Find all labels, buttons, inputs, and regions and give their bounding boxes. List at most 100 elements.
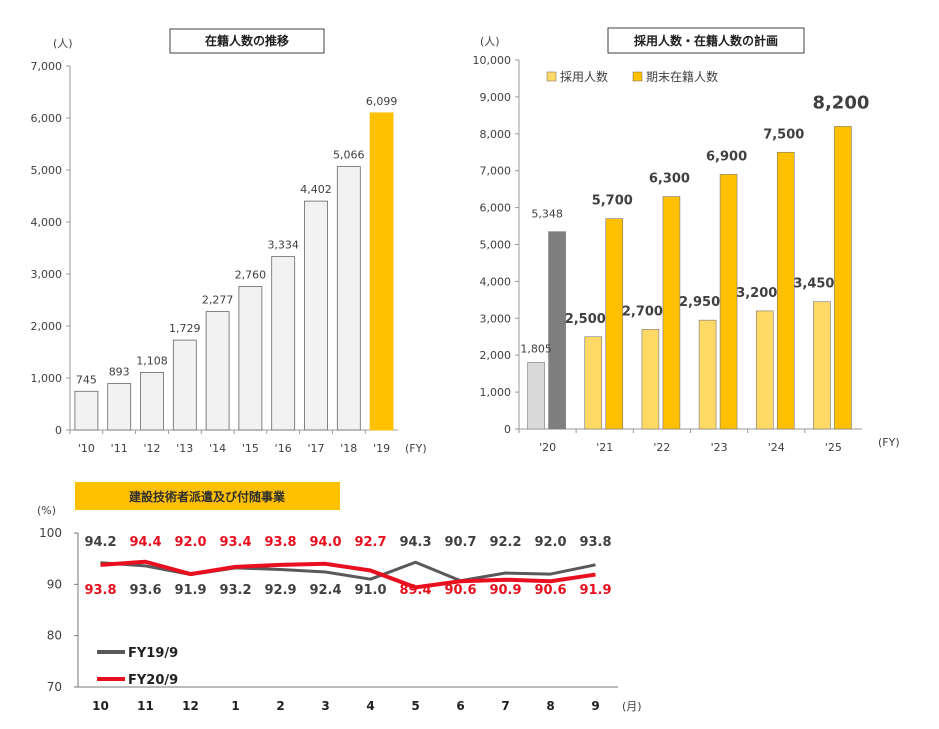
chart3-x-tick-label: 8	[546, 699, 554, 713]
chart2-bar-hire	[755, 310, 774, 430]
chart2-bar-hire	[698, 319, 717, 430]
chart1-y-tick-label: 6,000	[31, 112, 63, 125]
chart3-x-tick-label: 12	[182, 699, 199, 713]
chart3-data-label-fy19: 92.2	[489, 535, 521, 550]
chart2-title-box	[607, 27, 805, 54]
chart2: 採用人数・在籍人数の計画 (人) (FY) 採用人数 期末在籍人数 0 1,000…	[473, 27, 900, 454]
chart1-x-tick-label: '16	[275, 442, 292, 455]
chart1-x-tick-label: '18	[340, 442, 357, 455]
chart3-data-label-fy19: 94.2	[84, 535, 116, 550]
chart1-data-label: 1,729	[169, 322, 201, 335]
chart1-y-tick-label: 4,000	[31, 216, 63, 229]
chart2-y-tick-label: 8,000	[480, 128, 512, 141]
chart1-bar	[336, 166, 361, 431]
chart1-y-unit: (人)	[53, 37, 73, 50]
chart3-data-label-fy20: 93.8	[264, 535, 296, 550]
chart3-x-tick-label: 6	[456, 699, 464, 713]
chart3-data-label-fy19: 93.8	[579, 535, 611, 550]
chart1-title-box	[169, 28, 325, 54]
chart1-x-tick-label: '19	[373, 442, 390, 455]
chart1-data-label: 3,334	[267, 239, 299, 252]
chart3-data-label-fy19: 92.0	[534, 535, 566, 550]
chart1-bar	[107, 383, 132, 431]
chart1-y-tick-label: 1,000	[31, 372, 63, 385]
chart3-x-tick-label: 3	[321, 699, 329, 713]
chart1-x-tick-label: '13	[176, 442, 193, 455]
chart3-x-tick-label: 5	[411, 699, 419, 713]
chart3-data-label-fy19: 92.9	[264, 583, 296, 598]
chart2-y-tick-label: 3,000	[480, 312, 512, 325]
chart3-y-tick-label: 70	[47, 680, 62, 694]
chart3-data-label-fy19: 91.0	[354, 583, 386, 598]
chart3-x-tick-label: 2	[276, 699, 284, 713]
chart2-title: 採用人数・在籍人数の計画	[634, 33, 778, 48]
chart3-data-label-fy20: 90.9	[489, 583, 521, 598]
chart1-axis: 0 1,000 2,000 3,000 4,000 5,000 6,000 7,000 '10 '…	[31, 60, 398, 455]
chart3-y-unit: (%)	[37, 504, 56, 517]
chart2-x-tick-label: '23	[711, 441, 728, 454]
chart1-data-label: 1,108	[136, 354, 168, 367]
chart2-data-label-hire: 2,500	[565, 312, 606, 327]
legend-swatch-staff	[632, 71, 643, 82]
chart1-y-tick-label: 5,000	[31, 164, 63, 177]
chart2-bar-staff	[834, 126, 852, 430]
chart1-data-label: 2,277	[202, 294, 234, 307]
chart1-data-label: 6,099	[366, 95, 398, 108]
chart3-data-label-fy20: 91.9	[579, 583, 611, 598]
chart2-x-unit: (FY)	[878, 436, 900, 449]
chart3-x-tick-label: 7	[501, 699, 509, 713]
chart2-y-tick-label: 0	[504, 423, 511, 436]
chart1-bar	[271, 256, 296, 431]
chart3-data-label-fy19: 94.3	[399, 535, 431, 550]
chart2-data-label-staff: 7,500	[763, 127, 804, 142]
chart2-data-label-hire: 3,450	[793, 277, 834, 292]
chart2-x-tick-label: '20	[539, 441, 556, 454]
legend-label-hire: 採用人数	[560, 69, 608, 84]
chart3-y-tick-label: 90	[47, 577, 62, 591]
chart1-data-label: 745	[76, 373, 97, 386]
chart1-bar	[238, 286, 263, 431]
chart2-x-tick-label: '25	[825, 441, 842, 454]
chart3-data-label-fy20: 92.7	[354, 535, 386, 550]
chart1-data-label: 2,760	[235, 268, 267, 281]
chart1-bar	[140, 371, 164, 431]
chart2-y-tick-label: 7,000	[480, 165, 512, 178]
chart2-y-unit: (人)	[480, 35, 500, 48]
chart1-x-tick-label: '15	[242, 442, 259, 455]
chart1-data-label: 893	[109, 366, 130, 379]
chart2-y-tick-label: 2,000	[480, 349, 512, 362]
legend-label-fy19: FY19/9	[128, 646, 178, 661]
legend-swatch-hire	[546, 71, 557, 82]
chart3-x-tick-label: 1	[231, 699, 239, 713]
chart3-data-label-fy20: 90.6	[444, 583, 476, 598]
chart2-bar-staff	[662, 196, 681, 430]
chart2-bar-hire	[584, 336, 603, 430]
chart3-x-unit: (月)	[622, 700, 642, 713]
chart3-data-label-fy20: 90.6	[534, 583, 566, 598]
chart2-data-label-hire: 1,805	[520, 342, 552, 355]
chart2-axis: 0 1,000 2,000 3,000 4,000 5,000 6,000 7,000 8,00…	[473, 54, 862, 454]
chart2-bar-staff	[548, 231, 566, 430]
chart2-data-label-hire: 2,700	[622, 304, 663, 319]
chart3-data-label-fy20: 92.0	[174, 535, 206, 550]
chart3-data-label-fy19: 90.7	[444, 535, 476, 550]
chart3-x-tick-label: 4	[366, 699, 374, 713]
chart3-data-label-fy20: 94.4	[129, 535, 161, 550]
chart2-bar-hire	[527, 362, 545, 430]
chart1-bar	[205, 311, 230, 431]
chart1-y-tick-label: 3,000	[31, 268, 63, 281]
chart3-line-fy20	[100, 559, 596, 590]
chart2-data-label-staff: 6,900	[706, 149, 747, 164]
chart2-data-label-staff: 5,700	[592, 194, 633, 209]
chart1-x-tick-label: '17	[307, 442, 324, 455]
chart3-data-label-fy20: 94.0	[309, 535, 341, 550]
chart3-banner	[75, 482, 340, 510]
chart1: 在籍人数の推移 (人) (FY) 0 1,000 2,000 3,000 4,000 5,…	[31, 28, 427, 455]
legend-label-staff: 期末在籍人数	[646, 69, 718, 84]
chart1-bar	[74, 390, 99, 431]
chart3-data-label-fy19: 92.4	[309, 583, 341, 598]
chart2-data-label-staff: 5,348	[531, 208, 563, 221]
chart1-bar	[369, 112, 394, 431]
